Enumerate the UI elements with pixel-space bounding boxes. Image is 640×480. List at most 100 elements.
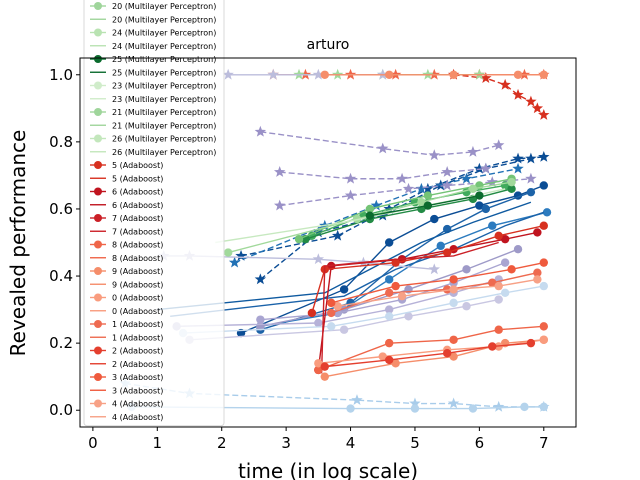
data-point: [494, 295, 503, 304]
series-line: [157, 201, 532, 311]
data-point: [500, 234, 510, 244]
data-point: [384, 288, 394, 298]
legend-marker: [94, 2, 102, 10]
data-point: [468, 404, 478, 413]
data-point-star: [254, 125, 267, 137]
data-point: [462, 265, 471, 274]
data-point: [494, 325, 503, 334]
legend-label: 0 (Adaboost): [112, 294, 163, 303]
data-point: [327, 308, 336, 318]
legend-entry: 24 (Multilayer Perceptron): [90, 28, 216, 38]
data-point: [542, 208, 552, 217]
data-point-star: [486, 176, 498, 187]
x-tick-label: 4: [346, 434, 356, 452]
legend-label: 6 (Adaboost): [112, 188, 163, 197]
data-point: [314, 365, 323, 375]
data-point: [539, 281, 548, 291]
y-tick-label: 0.8: [49, 133, 73, 151]
data-point: [449, 285, 458, 294]
data-point: [507, 184, 516, 194]
legend-entry: 23 (Multilayer Perceptron): [90, 95, 216, 104]
series-37: [333, 275, 542, 311]
legend-entry: 9 (Adaboost): [90, 280, 163, 289]
y-tick-label: 0.4: [49, 267, 73, 285]
data-point: [533, 268, 542, 277]
data-point: [442, 248, 452, 257]
data-point: [410, 404, 420, 413]
legend-marker: [94, 346, 102, 355]
legend: 20 (Multilayer Perceptron) 20 (Multilayer…: [83, 0, 225, 427]
legend-entry: 1 (Adaboost): [90, 333, 163, 342]
data-point-star: [422, 182, 434, 194]
legend-label: 1 (Adaboost): [112, 333, 163, 342]
data-point: [513, 70, 523, 79]
y-axis-label: Revealed performance: [6, 130, 30, 357]
series-14: [185, 295, 503, 344]
legend-entry: 8 (Adaboost): [90, 240, 163, 250]
legend-box: [83, 0, 225, 427]
legend-entry: 7 (Adaboost): [90, 214, 163, 223]
data-point-star: [254, 273, 267, 285]
data-point: [539, 258, 548, 267]
data-point-star: [525, 152, 537, 164]
x-axis: 0 1 2 3 4 5 6 7: [88, 427, 549, 452]
y-tick-label: 0.2: [49, 334, 73, 352]
legend-label: 7 (Adaboost): [112, 214, 163, 223]
legend-label: 23 (Multilayer Perceptron): [112, 95, 216, 104]
y-tick-label: 0.6: [49, 200, 73, 218]
x-tick-label: 1: [153, 434, 163, 452]
legend-label: 8 (Adaboost): [112, 241, 163, 250]
legend-marker: [94, 134, 102, 143]
series-line: [183, 285, 544, 334]
data-point: [449, 275, 458, 284]
legend-entry: 6 (Adaboost): [90, 201, 163, 210]
data-point-star: [370, 199, 383, 211]
data-point-star: [402, 182, 415, 194]
data-point: [481, 204, 491, 214]
data-point-star: [480, 162, 492, 174]
legend-entry: 2 (Adaboost): [90, 360, 163, 369]
legend-label: 25 (Multilayer Perceptron): [112, 68, 216, 77]
data-point: [462, 302, 471, 311]
data-point: [404, 312, 413, 321]
data-point-star: [492, 139, 505, 151]
data-point-star: [228, 256, 241, 268]
series-line: [170, 211, 545, 317]
legend-entry: 20 (Multilayer Perceptron): [90, 15, 216, 24]
data-point: [507, 265, 516, 274]
series-33: [314, 322, 548, 375]
data-point: [539, 402, 548, 412]
legend-label: 3 (Adaboost): [112, 386, 163, 395]
data-point: [488, 221, 497, 230]
legend-entry: 4 (Adaboost): [90, 413, 163, 422]
x-tick-label: 3: [281, 434, 291, 452]
series-6: [157, 201, 532, 311]
data-point-star: [460, 172, 473, 184]
series-29: [320, 70, 548, 79]
x-tick-label: 7: [539, 434, 549, 452]
data-point-star: [525, 172, 537, 184]
data-point-star: [531, 102, 544, 114]
legend-entry: 0 (Adaboost): [90, 293, 163, 303]
legend-label: 26 (Multilayer Perceptron): [112, 148, 216, 157]
legend-marker: [94, 214, 102, 222]
data-point: [500, 258, 510, 267]
data-point: [500, 288, 510, 298]
data-point: [488, 278, 497, 287]
series-36: [327, 268, 542, 318]
data-point: [494, 281, 503, 291]
data-point: [307, 308, 317, 318]
x-tick-label: 5: [410, 434, 420, 452]
legend-label: 24 (Multilayer Perceptron): [112, 29, 216, 38]
x-axis-label: time (in log scale): [238, 459, 418, 480]
legend-label: 4 (Adaboost): [112, 413, 163, 422]
data-point-star: [415, 182, 428, 194]
data-point: [320, 70, 329, 79]
legend-entry: 9 (Adaboost): [90, 267, 163, 276]
legend-entry: 25 (Multilayer Perceptron): [90, 68, 216, 77]
data-point: [339, 285, 349, 294]
data-point-star: [273, 199, 286, 211]
plot-area: [119, 68, 552, 413]
data-point-star: [409, 397, 421, 409]
